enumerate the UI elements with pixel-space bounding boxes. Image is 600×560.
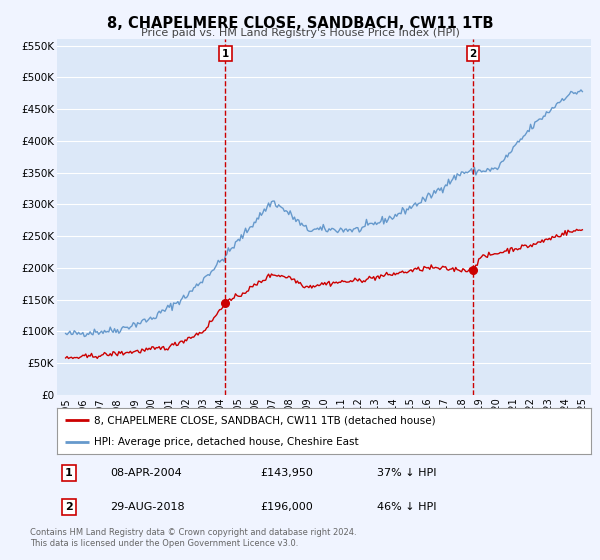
Text: 1: 1 xyxy=(221,49,229,59)
Text: HPI: Average price, detached house, Cheshire East: HPI: Average price, detached house, Ches… xyxy=(94,437,359,447)
Text: 37% ↓ HPI: 37% ↓ HPI xyxy=(377,468,437,478)
Text: 1: 1 xyxy=(65,468,73,478)
Text: This data is licensed under the Open Government Licence v3.0.: This data is licensed under the Open Gov… xyxy=(30,539,298,548)
Text: 8, CHAPELMERE CLOSE, SANDBACH, CW11 1TB (detached house): 8, CHAPELMERE CLOSE, SANDBACH, CW11 1TB … xyxy=(94,415,436,425)
Text: £143,950: £143,950 xyxy=(260,468,313,478)
Text: 46% ↓ HPI: 46% ↓ HPI xyxy=(377,502,437,512)
Text: Price paid vs. HM Land Registry's House Price Index (HPI): Price paid vs. HM Land Registry's House … xyxy=(140,28,460,38)
Text: 08-APR-2004: 08-APR-2004 xyxy=(110,468,182,478)
Text: 29-AUG-2018: 29-AUG-2018 xyxy=(110,502,185,512)
Text: 8, CHAPELMERE CLOSE, SANDBACH, CW11 1TB: 8, CHAPELMERE CLOSE, SANDBACH, CW11 1TB xyxy=(107,16,493,31)
Text: £196,000: £196,000 xyxy=(260,502,313,512)
Text: 2: 2 xyxy=(470,49,477,59)
Text: 2: 2 xyxy=(65,502,73,512)
Text: Contains HM Land Registry data © Crown copyright and database right 2024.: Contains HM Land Registry data © Crown c… xyxy=(30,528,356,537)
